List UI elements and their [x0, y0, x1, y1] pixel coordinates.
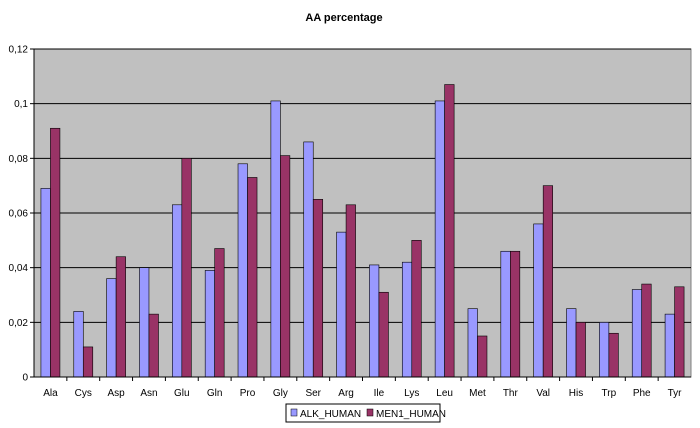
bar-men1-human-tyr [674, 286, 685, 378]
bar-men1-human-ser [312, 199, 324, 378]
y-tick-label: 0,1 [14, 99, 28, 110]
bar-men1-human-phe [641, 283, 652, 378]
y-tick-label: 0,06 [9, 209, 29, 220]
y-tick-label: 0 [22, 373, 28, 384]
x-tick-label: Ile [374, 388, 385, 399]
x-tick-label: Ser [305, 388, 321, 399]
bars [40, 84, 685, 378]
bar-alk-human-gln [204, 270, 215, 378]
x-tick-label: Lys [404, 388, 419, 399]
bar-alk-human-gly [270, 100, 281, 378]
bar-men1-human-thr [510, 250, 521, 378]
y-tick-label: 0,04 [9, 263, 29, 274]
legend-swatch-alk-human [290, 408, 298, 417]
bar-alk-human-asp [106, 278, 117, 378]
bar-men1-human-arg [345, 204, 356, 378]
x-tick-label: Pro [240, 388, 256, 399]
x-tick-label: Val [536, 388, 550, 399]
x-tick-label: Glu [174, 388, 190, 399]
bar-alk-human-asn [139, 267, 150, 378]
x-tick-label: Met [469, 388, 486, 399]
x-tick-label: Gln [207, 388, 223, 399]
bar-alk-human-leu [434, 100, 445, 378]
bar-men1-human-his [575, 322, 586, 378]
bar-alk-human-cys [73, 311, 84, 378]
bar-alk-human-arg [336, 231, 347, 378]
bar-men1-human-gly [280, 155, 291, 378]
bar-alk-human-tyr [664, 313, 675, 378]
x-tick-label: Thr [503, 388, 519, 399]
bar-alk-human-glu [172, 204, 183, 378]
bar-men1-human-pro [247, 177, 258, 378]
x-tick-label: Asp [108, 388, 126, 399]
bar-alk-human-met [467, 308, 478, 378]
legend-box [285, 403, 441, 423]
legend-label-alk-human: ALK_HUMAN [300, 409, 361, 420]
bar-alk-human-val [533, 223, 544, 378]
bar-men1-human-asn [148, 313, 159, 378]
bar-alk-human-thr [500, 250, 511, 378]
bar-men1-human-leu [444, 84, 455, 378]
x-tick-label: Cys [75, 388, 92, 399]
x-tick-label: His [569, 388, 583, 399]
x-tick-label: Gly [273, 388, 288, 399]
x-tick-label: Asn [140, 388, 157, 399]
x-tick-labels: Ala Cys Asp Asn Glu Gln Pro Gly Ser Arg Ile Lys Leu M… [43, 377, 682, 399]
y-tick-label: 0,08 [9, 154, 29, 165]
y-tick-label: 0,12 [9, 45, 29, 56]
x-tick-label: Phe [633, 388, 651, 399]
bar-alk-human-lys [401, 261, 413, 378]
legend-swatch-men1-human [366, 408, 374, 417]
bar-men1-human-glu [181, 158, 192, 378]
x-tick-label: Trp [602, 388, 617, 399]
bar-men1-human-gln [214, 248, 225, 378]
bar-men1-human-cys [82, 346, 94, 378]
bar-men1-human-ala [50, 127, 61, 378]
legend-label-men1-human: MEN1_HUMAN [376, 409, 446, 420]
bar-alk-human-ala [40, 188, 51, 378]
bar-men1-human-trp [608, 332, 619, 378]
x-tick-label: Leu [436, 388, 453, 399]
bar-alk-human-ser [303, 141, 314, 378]
x-tick-label: Ala [43, 388, 58, 399]
y-tick-label: 0,02 [9, 318, 29, 329]
y-tick-labels: 0 0,02 0,04 0,06 0,08 0,1 0,12 [9, 45, 34, 384]
bar-men1-human-ile [378, 291, 389, 378]
x-tick-label: Tyr [668, 388, 683, 399]
bar-men1-human-asp [115, 256, 126, 378]
bar-men1-human-val [542, 185, 553, 378]
bar-alk-human-trp [599, 322, 610, 378]
x-tick-label: Arg [338, 388, 354, 399]
legend: ALK_HUMAN MEN1_HUMAN [285, 403, 446, 423]
bar-alk-human-ile [369, 264, 380, 378]
bar-alk-human-his [566, 308, 577, 378]
bar-men1-human-lys [411, 240, 422, 378]
bar-alk-human-phe [631, 289, 643, 378]
chart-title: AA percentage [305, 12, 382, 24]
bar-alk-human-pro [237, 163, 248, 378]
bar-men1-human-met [477, 335, 488, 378]
